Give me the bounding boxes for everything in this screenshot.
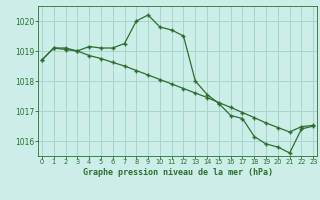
X-axis label: Graphe pression niveau de la mer (hPa): Graphe pression niveau de la mer (hPa) xyxy=(83,168,273,177)
